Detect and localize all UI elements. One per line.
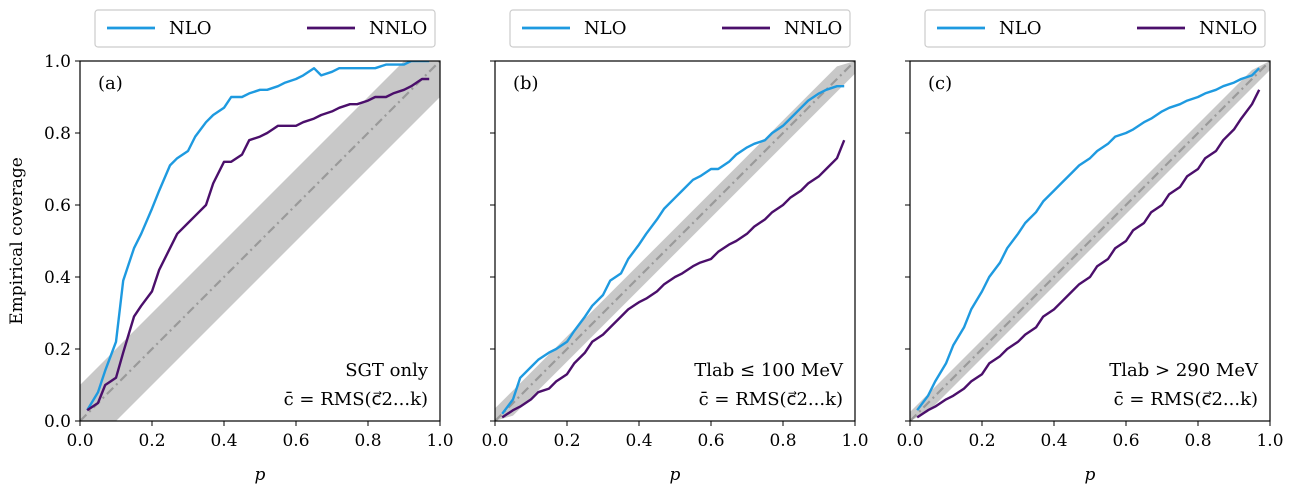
x-tick-label: 0.2 (968, 431, 995, 451)
series-nlo (86, 61, 430, 411)
x-tick-label: 0.4 (210, 431, 237, 451)
x-tick-label: 0.6 (697, 431, 724, 451)
series-nnlo (916, 89, 1261, 419)
annotation-line-2: c̄ = RMS(c⃗2...k) (1114, 389, 1258, 410)
annotation-line-1: SGT only (345, 360, 429, 381)
annotation-line-2: c̄ = RMS(c⃗2...k) (699, 389, 843, 410)
annotation-line-1: Tlab > 290 MeV (1109, 360, 1259, 381)
x-tick-label: 0.8 (769, 431, 796, 451)
x-tick-label: 0.2 (138, 431, 165, 451)
legend-label-nlo: NLO (999, 18, 1041, 39)
plot-area (80, 61, 440, 421)
panel-label: (a) (98, 73, 123, 94)
x-tick-label: 0.0 (481, 431, 508, 451)
x-tick-label: 0.6 (1112, 431, 1139, 451)
series-nnlo (86, 77, 430, 412)
x-tick-label: 1.0 (841, 431, 868, 451)
x-tick-label: 0.4 (625, 431, 652, 451)
annotation-line-1: Tlab ≤ 100 MeV (694, 360, 844, 381)
x-tick-label: 0.0 (66, 431, 93, 451)
legend-label-nnlo: NNLO (784, 18, 842, 39)
legend: NLO NNLO (924, 9, 1266, 48)
x-tick-label: 1.0 (1256, 431, 1283, 451)
x-tick-label: 0.0 (896, 431, 923, 451)
legend-frame (94, 9, 436, 48)
panel-b: 0.0 0.2 0.4 0.6 0.8 1.0 p (b) Tlab ≤ 100 MeV c̄ =… (481, 9, 869, 485)
series-nlo (501, 85, 845, 415)
y-tick-label: 0.2 (44, 340, 71, 360)
plot-area (495, 61, 855, 421)
y-tick-label: 1.0 (44, 52, 71, 72)
panel-a: 0.0 0.2 0.4 0.6 0.8 1.0 0.0 0.2 0.4 0.6 0.8 1.0 p (a)… (44, 9, 454, 485)
legend: NLO NNLO (94, 9, 436, 48)
x-tick-label: 0.6 (282, 431, 309, 451)
x-axis-title: p (1085, 465, 1096, 485)
legend-label-nnlo: NNLO (1199, 18, 1257, 39)
legend: NLO NNLO (509, 9, 851, 48)
y-axis-title: Empirical coverage (7, 157, 27, 325)
axes-frame (494, 60, 856, 422)
x-tick-label: 0.8 (1184, 431, 1211, 451)
y-tick-label: 0.6 (44, 196, 71, 216)
x-tick-label: 0.8 (354, 431, 381, 451)
plot-area (910, 61, 1270, 421)
legend-label-nlo: NLO (584, 18, 626, 39)
panel-label: (c) (928, 73, 952, 94)
panel-c: 0.0 0.2 0.4 0.6 0.8 1.0 p (c) Tlab > 290 MeV c̄ =… (896, 9, 1284, 485)
legend-frame (924, 9, 1266, 48)
annotation-line-2: c̄ = RMS(c⃗2...k) (284, 389, 428, 410)
x-tick-label: 1.0 (426, 431, 453, 451)
x-tick-label: 0.4 (1040, 431, 1067, 451)
legend-frame (509, 9, 851, 48)
y-tick-label: 0.0 (44, 412, 71, 432)
panel-label: (b) (513, 73, 539, 94)
diagonal-line (495, 61, 855, 421)
series-nnlo (501, 139, 846, 419)
axes-frame (909, 60, 1271, 422)
diagonal-line (80, 61, 440, 421)
axes-frame (79, 60, 441, 422)
legend-label-nnlo: NNLO (369, 18, 427, 39)
x-axis-title: p (255, 465, 266, 485)
diagonal-line (910, 61, 1270, 421)
y-tick-label: 0.4 (44, 268, 71, 288)
y-tick-label: 0.8 (44, 124, 71, 144)
legend-label-nlo: NLO (169, 18, 211, 39)
x-tick-label: 0.2 (553, 431, 580, 451)
series-nlo (916, 67, 1261, 411)
x-axis-title: p (670, 465, 681, 485)
